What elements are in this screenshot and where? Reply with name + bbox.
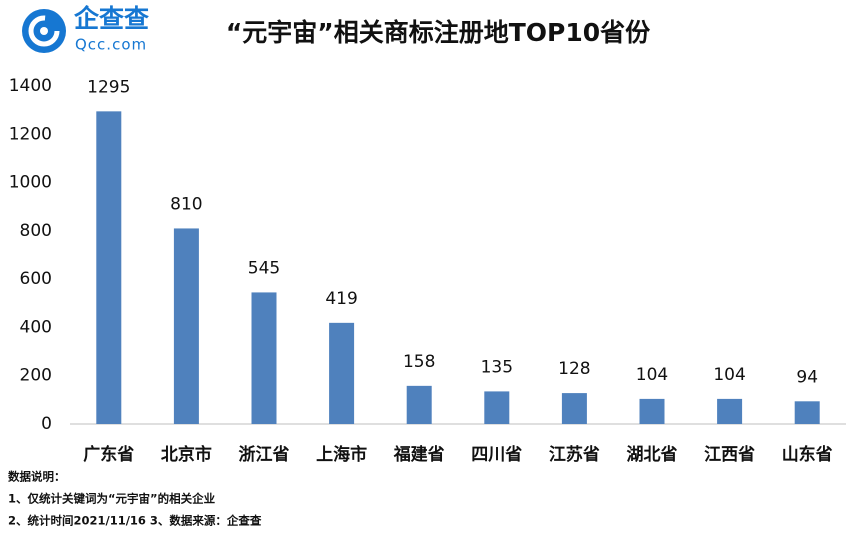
y-tick-label: 800	[20, 221, 52, 241]
value-label: 810	[170, 194, 202, 214]
x-tick-label: 四川省	[471, 444, 522, 465]
bar	[173, 228, 199, 424]
x-tick-label: 山东省	[782, 444, 833, 465]
value-label: 104	[713, 365, 745, 385]
x-tick-label: 北京市	[161, 444, 212, 465]
value-label: 419	[325, 289, 357, 309]
x-tick-label: 浙江省	[239, 444, 290, 465]
y-tick-label: 600	[20, 269, 52, 289]
bar	[561, 393, 587, 424]
bar	[639, 398, 665, 424]
value-label: 128	[558, 359, 590, 379]
x-tick-label: 湖北省	[627, 444, 678, 465]
notes-title: 数据说明：	[8, 470, 66, 484]
y-tick-label: 0	[41, 414, 52, 434]
bar	[96, 111, 122, 424]
x-tick-label: 江西省	[704, 444, 755, 465]
y-tick-label: 1000	[9, 173, 52, 193]
y-tick-label: 400	[20, 317, 52, 337]
bar	[717, 398, 743, 424]
note-line: 2、统计时间2021/11/16 3、数据来源：企查查	[8, 514, 262, 528]
logo-url: Qcc.com	[75, 36, 147, 54]
x-tick-label: 广东省	[83, 444, 134, 465]
bar	[251, 292, 277, 424]
y-tick-label: 1200	[9, 124, 52, 144]
value-label: 158	[403, 352, 435, 372]
value-label: 104	[636, 365, 668, 385]
y-tick-label: 200	[20, 366, 52, 386]
logo: 企查查 Qcc.com	[22, 4, 149, 54]
value-label: 1295	[87, 77, 130, 97]
bar	[794, 401, 820, 424]
x-tick-label: 福建省	[393, 444, 445, 465]
y-tick-label: 1400	[9, 76, 52, 96]
logo-name: 企查查	[74, 4, 149, 33]
bar	[329, 322, 355, 424]
value-label: 94	[796, 367, 818, 387]
x-tick-label: 上海市	[316, 444, 367, 465]
bar	[484, 391, 510, 424]
logo-icon-ring	[28, 15, 60, 47]
x-tick-label: 江苏省	[549, 444, 600, 465]
note-line: 1、仅统计关键词为“元宇宙”的相关企业	[8, 492, 216, 506]
chart-title: “元宇宙”相关商标注册地TOP10省份	[226, 18, 650, 47]
bar	[406, 385, 432, 424]
value-label: 545	[248, 258, 280, 278]
value-label: 135	[481, 357, 513, 377]
logo-icon-dot	[40, 27, 48, 35]
